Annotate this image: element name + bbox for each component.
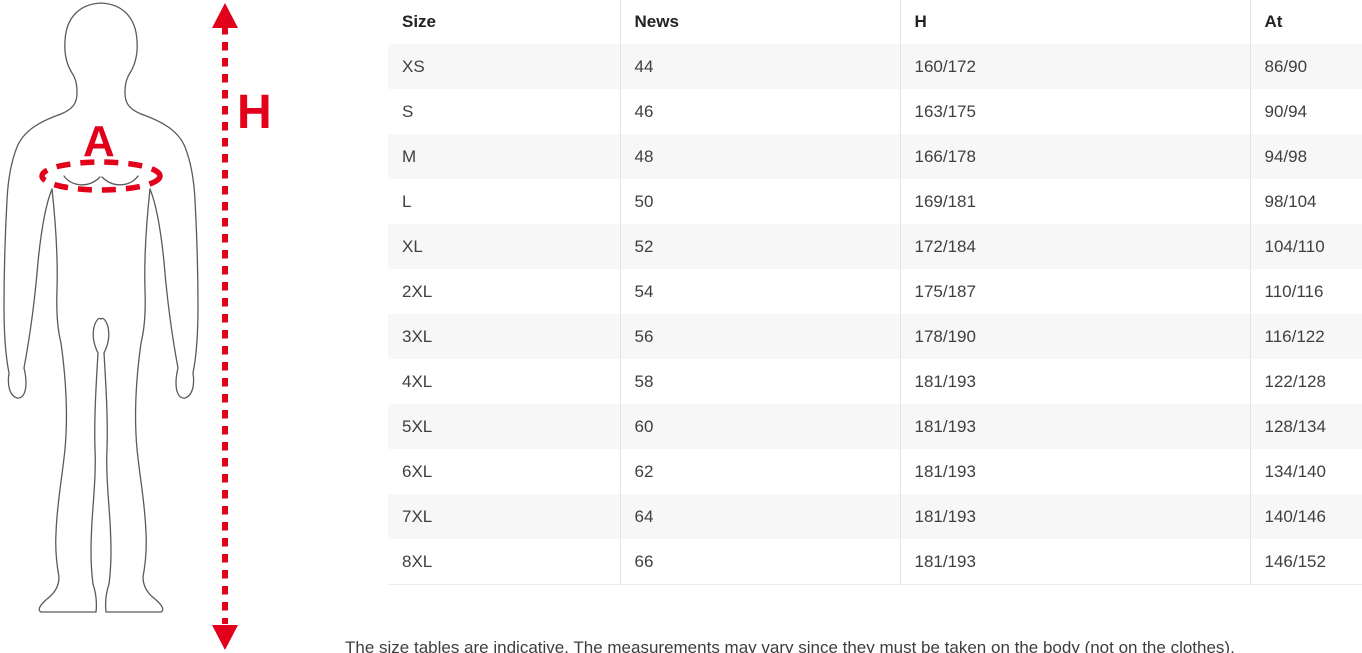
column-header-size: Size bbox=[402, 12, 437, 31]
chest-measurement-ellipse bbox=[39, 159, 163, 193]
cell-at: 110/116 bbox=[1249, 269, 1362, 314]
cell-news: 50 bbox=[619, 179, 900, 224]
table-row: L 50 169/181 98/104 bbox=[388, 179, 1362, 224]
cell-news: 44 bbox=[619, 44, 900, 89]
cell-at: 104/110 bbox=[1249, 224, 1362, 269]
cell-h: 181/193 bbox=[899, 359, 1250, 404]
cell-size: 4XL bbox=[402, 371, 433, 391]
cell-size: 8XL bbox=[388, 539, 620, 585]
cell-news: 54 bbox=[619, 269, 900, 314]
cell-news: 52 bbox=[619, 224, 900, 269]
cell-size: 7XL bbox=[402, 506, 433, 526]
cell-at: 116/122 bbox=[1249, 314, 1362, 359]
cell-h: 181/193 bbox=[899, 494, 1250, 539]
cell-at: 128/134 bbox=[1249, 404, 1362, 449]
cell-at: 140/146 bbox=[1249, 494, 1362, 539]
cell-h: 172/184 bbox=[899, 224, 1250, 269]
cell-news: 46 bbox=[619, 89, 900, 134]
table-row: XS 44 160/172 86/90 bbox=[388, 44, 1362, 89]
table-row: M 48 166/178 94/98 bbox=[388, 134, 1362, 179]
cell-news: 56 bbox=[619, 314, 900, 359]
arrow-up-icon bbox=[212, 3, 238, 28]
table-row: S 46 163/175 90/94 bbox=[388, 89, 1362, 134]
cell-at: 134/140 bbox=[1249, 449, 1362, 494]
size-chart-table: Size News H At XS 44 160/172 86/90 S 46 … bbox=[388, 0, 1362, 585]
cell-h: 166/178 bbox=[899, 134, 1250, 179]
cell-size: L bbox=[402, 191, 412, 211]
table-row: 6XL 62 181/193 134/140 bbox=[388, 449, 1362, 494]
cell-h: 175/187 bbox=[899, 269, 1250, 314]
cell-h: 181/193 bbox=[899, 539, 1250, 585]
cell-h: 169/181 bbox=[899, 179, 1250, 224]
cell-news: 64 bbox=[619, 494, 900, 539]
cell-size: 5XL bbox=[402, 416, 433, 436]
cell-h: 181/193 bbox=[899, 449, 1250, 494]
cell-h: 163/175 bbox=[899, 89, 1250, 134]
table-row: 3XL 56 178/190 116/122 bbox=[388, 314, 1362, 359]
cell-size: 2XL bbox=[402, 281, 433, 301]
column-header-news: News bbox=[619, 0, 900, 44]
table-header-row: Size News H At bbox=[388, 0, 1362, 44]
cell-size: XS bbox=[402, 56, 425, 76]
table-caption: The size tables are indicative. The meas… bbox=[345, 638, 1235, 653]
table-row: XL 52 172/184 104/110 bbox=[388, 224, 1362, 269]
cell-size: 3XL bbox=[402, 326, 433, 346]
table-row: 7XL 64 181/193 140/146 bbox=[388, 494, 1362, 539]
body-outline-drawing bbox=[3, 2, 238, 650]
cell-at: 122/128 bbox=[1249, 359, 1362, 404]
body-measurement-diagram: A H bbox=[0, 0, 388, 653]
cell-size: XL bbox=[402, 236, 423, 256]
table-row: 8XL 66 181/193 146/152 bbox=[388, 539, 1362, 585]
height-label: H bbox=[237, 86, 272, 139]
cell-at: 90/94 bbox=[1249, 89, 1362, 134]
column-header-h: H bbox=[899, 0, 1250, 44]
body-outline-mirror bbox=[100, 2, 199, 613]
size-chart: Size News H At XS 44 160/172 86/90 S 46 … bbox=[388, 0, 1362, 585]
cell-at: 86/90 bbox=[1249, 44, 1362, 89]
table-row: 5XL 60 181/193 128/134 bbox=[388, 404, 1362, 449]
cell-h: 160/172 bbox=[899, 44, 1250, 89]
chest-label: A bbox=[83, 117, 115, 166]
cell-news: 62 bbox=[619, 449, 900, 494]
table-row: 2XL 54 175/187 110/116 bbox=[388, 269, 1362, 314]
cell-news: 60 bbox=[619, 404, 900, 449]
cell-size: S bbox=[402, 101, 414, 121]
table-row: 4XL 58 181/193 122/128 bbox=[388, 359, 1362, 404]
arrow-down-icon bbox=[212, 625, 238, 650]
cell-size: 6XL bbox=[402, 461, 433, 481]
cell-news: 48 bbox=[619, 134, 900, 179]
column-header-at: At bbox=[1249, 0, 1362, 44]
cell-h: 181/193 bbox=[899, 404, 1250, 449]
cell-at: 146/152 bbox=[1249, 539, 1362, 585]
height-arrow bbox=[212, 3, 238, 650]
cell-news: 66 bbox=[619, 539, 900, 585]
cell-size: M bbox=[402, 146, 417, 166]
cell-at: 98/104 bbox=[1249, 179, 1362, 224]
cell-at: 94/98 bbox=[1249, 134, 1362, 179]
cell-h: 178/190 bbox=[899, 314, 1250, 359]
cell-news: 58 bbox=[619, 359, 900, 404]
